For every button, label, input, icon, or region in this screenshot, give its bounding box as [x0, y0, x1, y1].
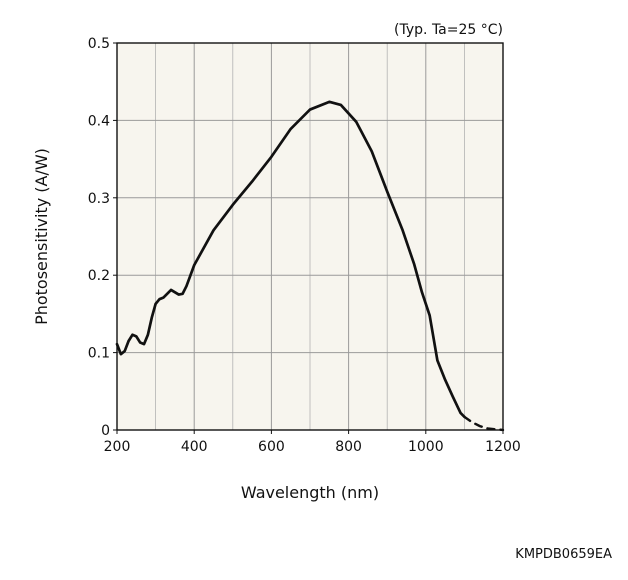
tick-labels: 200 400 600 800 1000 1200 0 0.1 0.2 0.3 0.4 0.5 — [88, 36, 521, 455]
y-tick-label: 0.3 — [88, 191, 110, 207]
photosensitivity-series — [115, 100, 466, 419]
conditions-annotation: (Typ. Ta=25 °C) — [394, 22, 503, 38]
y-tick-label: 0.1 — [88, 346, 110, 362]
x-axis-title: Wavelength (nm) — [241, 483, 379, 502]
tick-marks — [113, 42, 504, 434]
x-tick-label: 1200 — [485, 439, 521, 455]
gridlines — [117, 43, 503, 430]
x-tick-label: 200 — [104, 439, 131, 455]
plot-frame — [116, 42, 504, 431]
photosensitivity-dashed-series — [463, 415, 505, 432]
x-tick-label: 1000 — [408, 439, 444, 455]
x-tick-label: 400 — [181, 439, 208, 455]
y-tick-label: 0.4 — [88, 113, 110, 129]
y-tick-label: 0.2 — [88, 268, 110, 284]
figure-code-label: KMPDB0659EA — [515, 547, 612, 562]
series-layer — [115, 100, 505, 432]
y-tick-label: 0.5 — [88, 36, 110, 52]
x-tick-label: 800 — [335, 439, 362, 455]
y-tick-label: 0 — [101, 423, 110, 439]
y-axis-title: Photosensitivity (A/W) — [32, 148, 51, 325]
x-tick-label: 600 — [258, 439, 285, 455]
